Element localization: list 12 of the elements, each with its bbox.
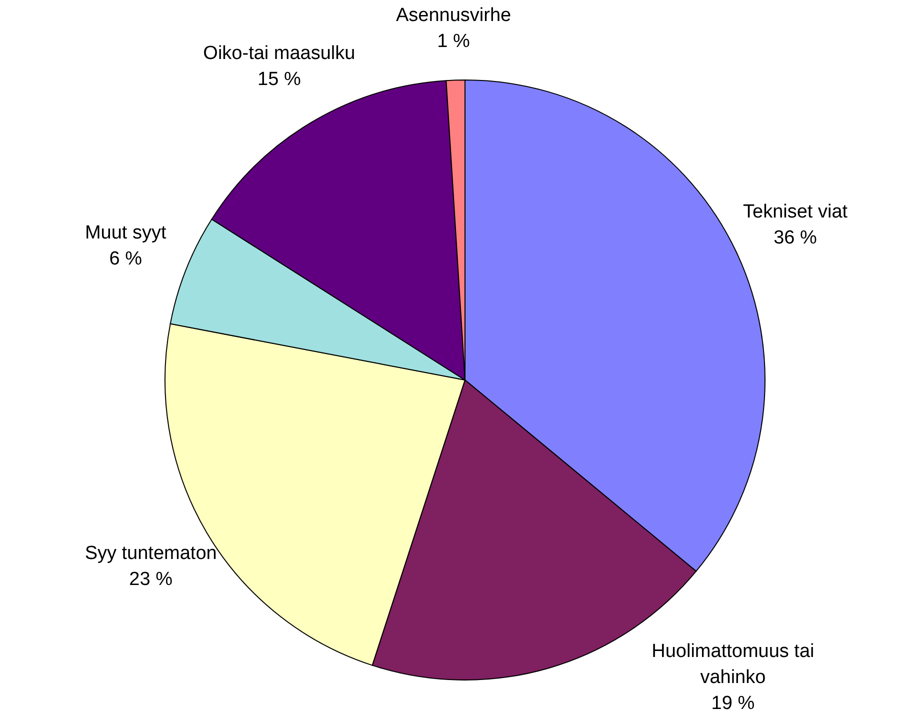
slice-label: Oiko-tai maasulku bbox=[203, 42, 356, 64]
slice-label: Tekniset viat bbox=[742, 202, 848, 223]
data-label: 15 % bbox=[258, 68, 301, 90]
slice-label: Syy tuntematon bbox=[84, 542, 217, 564]
data-label: 1 % bbox=[437, 31, 470, 52]
data-label: 19 % bbox=[711, 693, 755, 714]
slice-label: Huolimattomuus tai vahinko bbox=[652, 641, 814, 688]
slice-label: Asennusvirhe bbox=[396, 5, 512, 26]
data-label: 36 % bbox=[774, 228, 818, 249]
slice-label: Muut syyt bbox=[84, 222, 167, 244]
data-label: 23 % bbox=[129, 568, 173, 590]
data-label: 6 % bbox=[109, 248, 142, 270]
